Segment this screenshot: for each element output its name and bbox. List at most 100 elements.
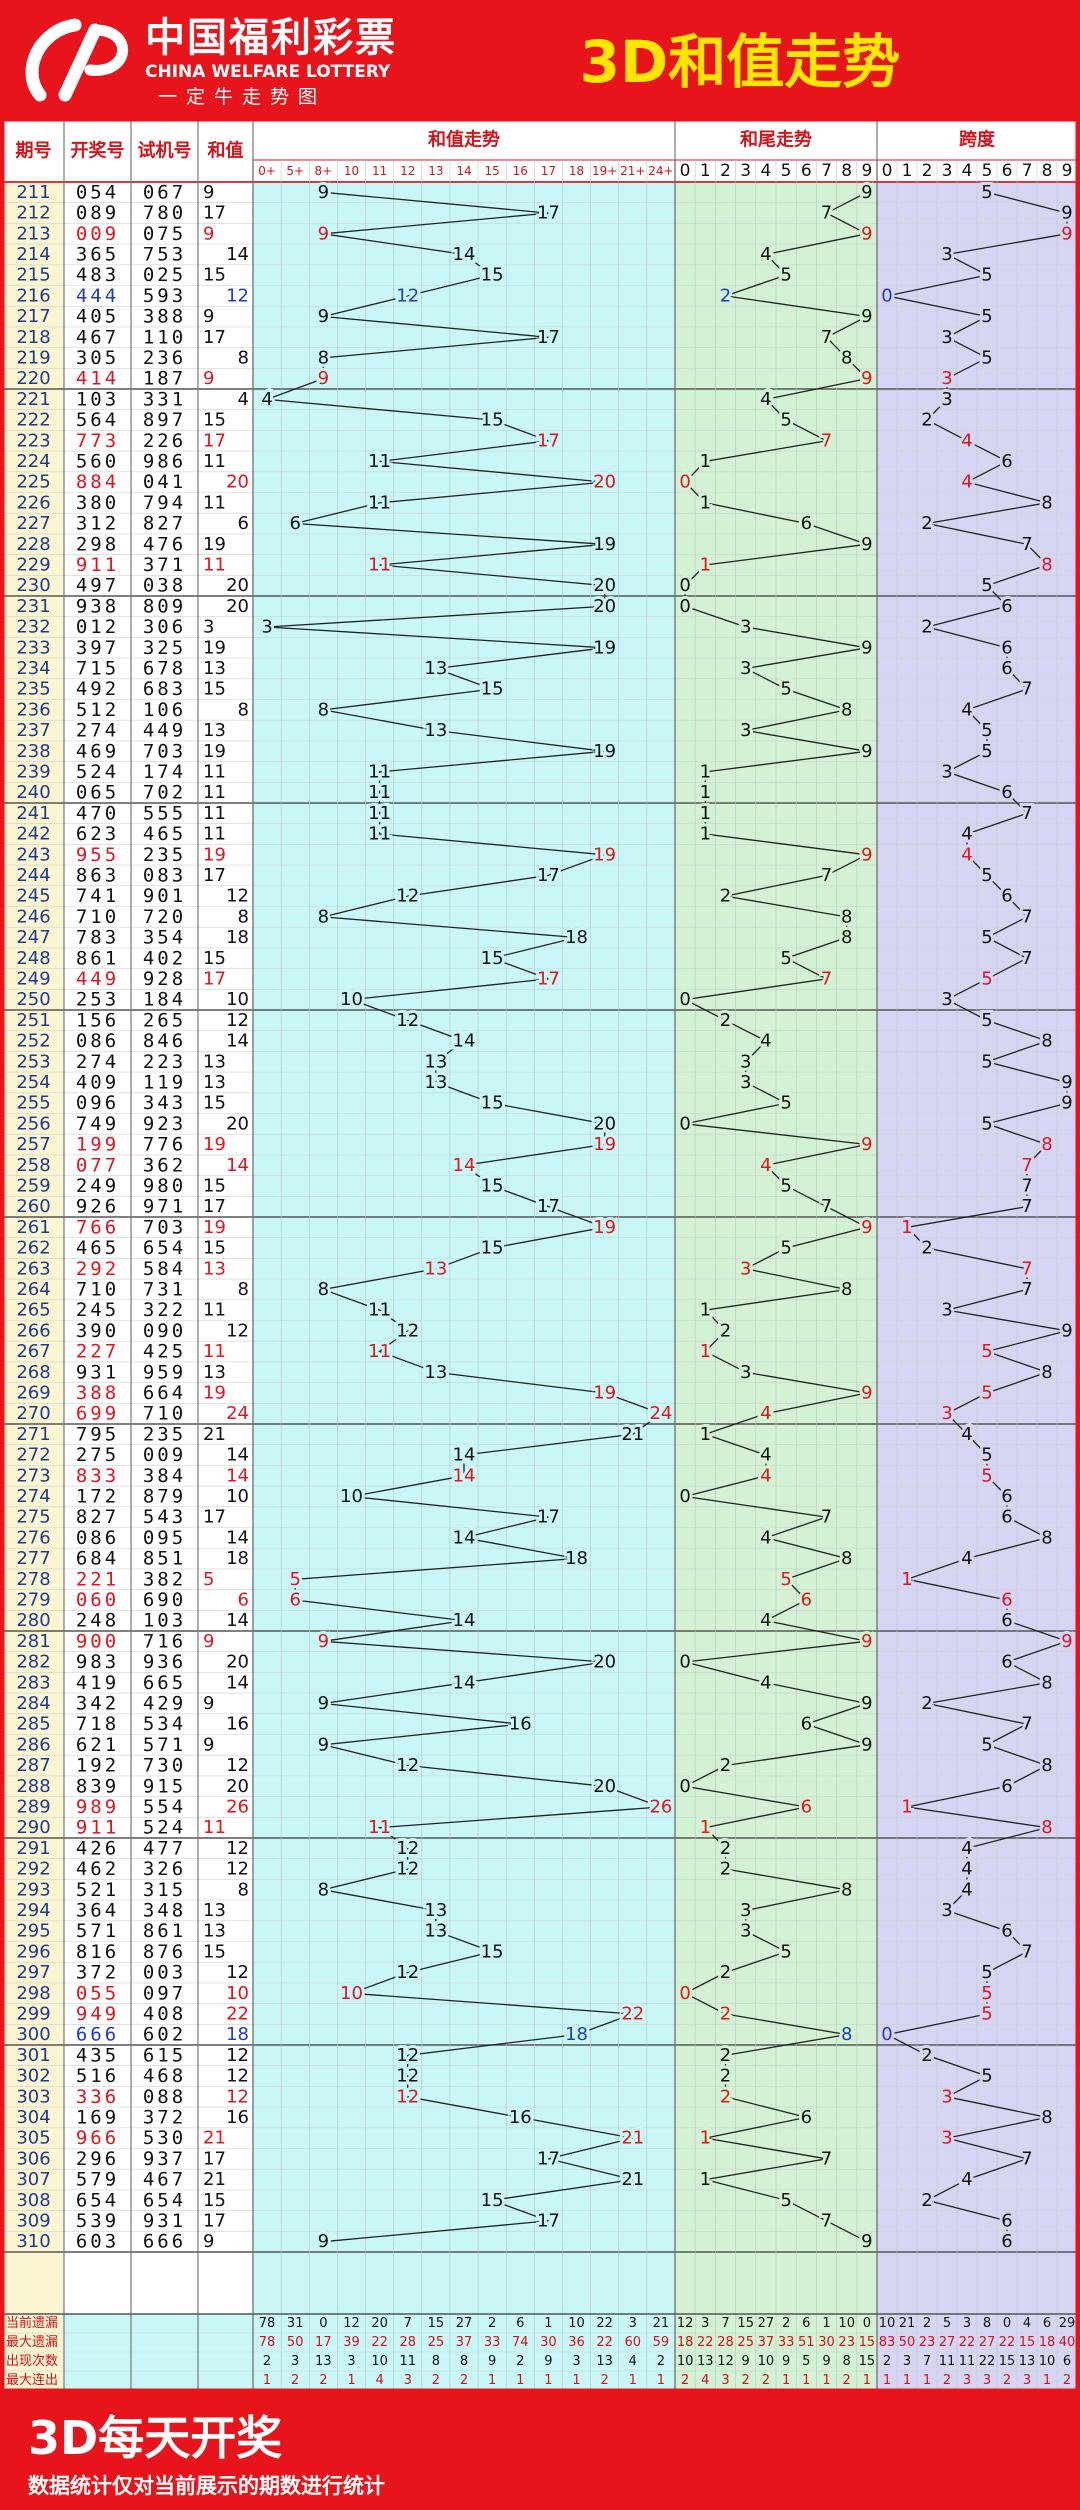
trend-point: 19 [593,844,616,865]
stat-value: 22 [596,2316,613,2331]
draw-number: 715 [76,657,119,679]
draw-number: 539 [76,2210,119,2232]
issue: 242 [16,824,50,845]
test-number: 731 [143,1278,186,1300]
trend-point: 4 [261,389,272,410]
sum-value: 19 [203,1134,226,1155]
trend-point: 8 [841,927,852,948]
stat-value: 2 [319,2373,327,2388]
tick-label: 8+ [314,164,332,178]
trend-point: 0 [679,596,690,617]
sum-value: 13 [203,1051,226,1072]
sum-value: 12 [226,1010,249,1031]
draw-number: 055 [76,1982,119,2004]
draw-number: 065 [76,782,119,804]
sum-value: 14 [226,1610,249,1631]
trend-point: 17 [537,430,560,451]
trend-point: 5 [780,1093,791,1114]
trend-point: 5 [289,1569,300,1590]
trend-point: 3 [941,1900,952,1921]
test-number: 780 [143,202,186,224]
trend-point: 1 [700,803,711,824]
trend-point: 9 [861,1134,872,1155]
issue: 222 [16,410,50,431]
trend-point: 11 [368,824,391,845]
draw-number: 365 [76,243,119,265]
trend-point: 20 [593,1652,616,1673]
stat-value: 3 [1023,2373,1031,2388]
stat-value: 3 [701,2316,709,2331]
trend-point: 7 [821,2210,832,2231]
issue: 213 [16,223,50,244]
stat-value: 6 [1063,2354,1071,2369]
trend-point: 2 [720,1755,731,1776]
stat-value: 15 [1019,2335,1036,2350]
logo-cn: 中国福利彩票 [145,15,397,61]
issue: 297 [16,1962,50,1983]
issue: 290 [16,1817,50,1838]
stat-value: 27 [979,2335,996,2350]
stat-value: 23 [919,2335,936,2350]
draw-number: 465 [76,1237,119,1259]
test-number: 223 [143,1051,186,1073]
stat-value: 23 [838,2335,855,2350]
trend-point: 2 [921,513,932,534]
stat-value: 18 [677,2335,694,2350]
issue: 227 [16,513,50,534]
stat-value: 13 [315,2354,332,2369]
trend-point: 7 [821,430,832,451]
sum-value: 18 [226,927,249,948]
trend-point: 5 [981,1341,992,1362]
trend-point: 1 [700,554,711,575]
trend-point: 2 [720,886,731,907]
trend-line [885,191,1069,2242]
draw-number: 060 [76,1589,119,1611]
trend-point: 13 [424,1362,447,1383]
trend-point: 6 [1001,596,1012,617]
test-number: 879 [143,1485,186,1507]
sum-value: 11 [203,1817,226,1838]
trend-point: 9 [1061,1320,1072,1341]
trend-point: 6 [1001,1486,1012,1507]
sum-value: 8 [238,347,249,368]
test-number: 388 [143,306,186,328]
trend-point: 4 [961,1838,972,1859]
trend-point: 12 [396,1320,419,1341]
test-number: 584 [143,1258,186,1280]
draw-number: 861 [76,947,119,969]
trend-point: 9 [861,2231,872,2252]
sum-value: 13 [203,658,226,679]
draw-number: 783 [76,927,119,949]
trend-point: 0 [679,575,690,596]
test-number: 322 [143,1299,186,1321]
stat-value: 1 [263,2373,271,2388]
issue: 278 [16,1569,50,1590]
stat-value: 2 [460,2373,468,2388]
tick-label: 0+ [258,164,276,178]
sum-value: 19 [203,1217,226,1238]
draw-number: 926 [76,1196,119,1218]
trend-point: 17 [537,865,560,886]
trend-point: 7 [1021,906,1032,927]
stat-value: 15 [428,2316,445,2331]
tick-label: 16 [513,164,528,178]
sum-value: 19 [203,1382,226,1403]
trend-point: 5 [981,306,992,327]
trend-point: 8 [1041,492,1052,513]
sum-value: 12 [226,2066,249,2087]
draw-number: 684 [76,1548,119,1570]
test-number: 971 [143,1196,186,1218]
issue: 275 [16,1507,50,1528]
sum-value: 8 [238,699,249,720]
sum-value: 19 [203,534,226,555]
issue: 292 [16,1859,50,1880]
trend-point: 4 [961,699,972,720]
issue: 238 [16,741,50,762]
test-number: 776 [143,1134,186,1156]
test-number: 936 [143,1651,186,1673]
sum-value: 11 [203,761,226,782]
test-number: 315 [143,1879,186,1901]
stat-value: 1 [1043,2373,1051,2388]
stat-value: 2 [883,2354,891,2369]
draw-number: 741 [76,885,119,907]
